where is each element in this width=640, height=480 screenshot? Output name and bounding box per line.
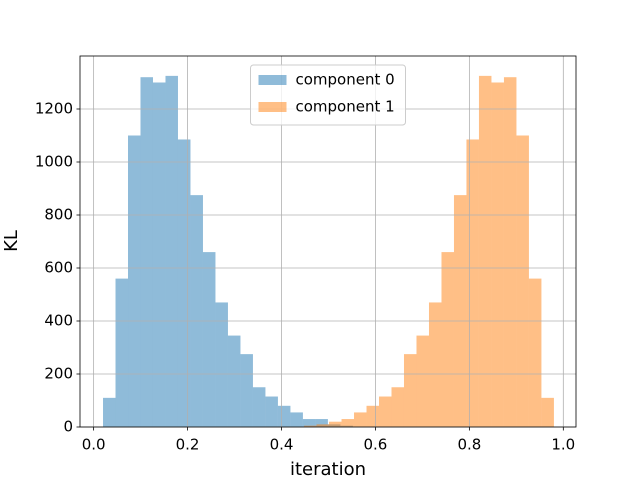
y-tick-label: 600 [44,259,73,277]
x-tick-label: 0.2 [176,436,200,454]
bar [277,405,291,427]
bar [290,412,303,427]
bar [503,77,517,427]
bar [516,135,529,427]
bar [315,419,328,427]
bar [416,335,429,427]
bar [190,195,203,427]
bar [128,135,141,427]
bar [316,424,330,427]
y-tick-label: 200 [44,365,73,383]
x-tick-label: 1.0 [551,436,575,454]
bar [366,405,380,427]
bar [115,278,129,427]
y-tick-label: 800 [44,206,73,224]
bar [304,425,317,427]
bar [491,82,504,427]
y-tick-label: 1000 [35,153,73,171]
x-tick-label: 0.4 [270,436,294,454]
bar [165,75,178,427]
bar [329,421,342,427]
bar [428,302,442,427]
y-tick-label: 0 [63,418,73,436]
bar [202,252,216,427]
bar [240,354,253,427]
bar [466,139,479,427]
legend-swatch [258,102,287,112]
bar [391,387,404,427]
bar [441,252,454,427]
bar [528,278,542,427]
legend-box [250,64,406,126]
legend-label: component 1 [296,98,395,116]
y-tick-label: 400 [44,312,73,330]
bar [227,335,241,427]
y-axis-title: KL [1,230,22,252]
x-tick-label: 0.6 [364,436,388,454]
legend-swatch [258,75,287,85]
bar [177,139,191,427]
legend-label: component 0 [296,71,395,89]
bar [541,397,554,427]
bar [341,419,355,427]
bar [265,396,278,427]
bar [302,419,316,427]
bar [453,195,467,427]
x-tick-label: 0.8 [457,436,481,454]
bar [140,77,153,427]
bar [252,387,266,427]
bar [103,397,116,427]
y-tick-label: 1200 [35,100,73,118]
bar [215,302,228,427]
bar [152,82,166,427]
bar [478,75,492,427]
bar [354,412,367,427]
bar [403,354,417,427]
bar [379,396,392,427]
x-tick-label: 0.0 [82,436,106,454]
x-axis-title: iteration [290,459,366,480]
plot-frame [79,55,577,428]
